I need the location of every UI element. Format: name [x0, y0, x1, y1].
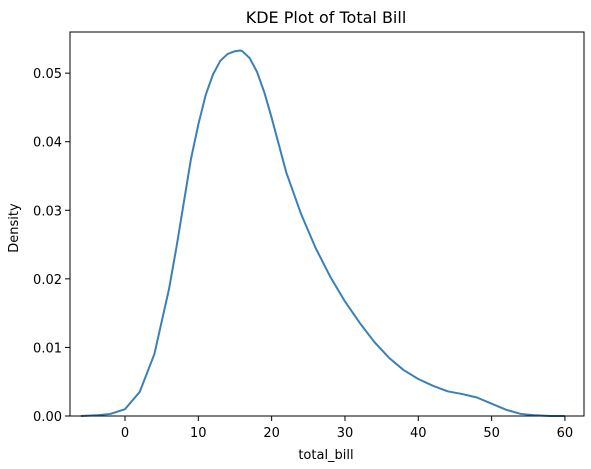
x-axis-ticks: 0 10 20 30 40 50 60	[121, 416, 573, 441]
y-tick-label: 0.04	[33, 136, 62, 151]
x-tick-label: 40	[410, 426, 427, 441]
y-tick-label: 0.02	[33, 273, 62, 288]
y-axis-ticks: 0.00 0.01 0.02 0.03 0.04 0.05	[33, 67, 70, 425]
x-axis-label: total_bill	[298, 448, 353, 463]
x-tick-label: 0	[121, 426, 129, 441]
kde-series-line-0	[80, 49, 565, 417]
plot-frame	[69, 31, 585, 417]
x-tick-label: 10	[190, 426, 207, 441]
x-tick-label: 20	[263, 426, 280, 441]
y-tick-label: 0.03	[33, 204, 62, 219]
x-tick-label: 30	[337, 426, 354, 441]
x-tick-label: 50	[483, 426, 500, 441]
y-axis-label: Density	[7, 203, 22, 253]
x-tick-label: 60	[557, 426, 574, 441]
y-tick-label: 0.01	[33, 341, 62, 356]
plot-area	[69, 31, 585, 417]
chart-title: KDE Plot of Total Bill	[246, 8, 407, 27]
y-tick-label: 0.05	[33, 67, 62, 82]
y-tick-label: 0.00	[33, 410, 62, 425]
